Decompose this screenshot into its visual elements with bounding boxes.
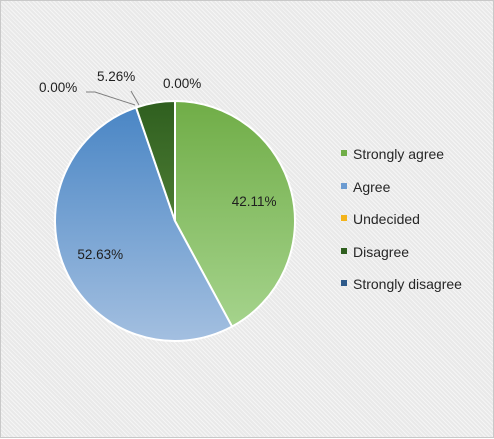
leader-line-undecided [86,91,136,106]
legend-item-strongly-agree: Strongly agree [335,144,485,177]
data-label-agree: 52.63% [77,247,123,262]
legend-label: Undecided [353,211,420,227]
data-label-strongly-disagree: 0.00% [163,76,201,91]
chart-legend: Strongly agree Agree Undecided Disagree … [335,144,485,307]
legend-label: Strongly disagree [353,276,462,292]
pie-slice-disagree [134,99,176,222]
legend-item-strongly-disagree: Strongly disagree [335,274,485,307]
leader-line-disagree [130,90,140,106]
legend-swatch [341,215,347,221]
pie-slice-agree [54,106,234,342]
legend-label: Disagree [353,243,410,260]
legend-swatch [341,280,347,286]
data-label-undecided: 0.00% [39,80,77,95]
data-label-strongly-agree: 42.11% [232,194,277,209]
legend-swatch [341,182,347,189]
legend-item-agree: Agree [335,177,485,210]
pie-slice-strongly-agree [174,99,296,328]
data-label-disagree: 5.26% [97,69,135,84]
legend-swatch [341,247,347,254]
legend-swatch [341,150,347,156]
legend-label: Agree [353,178,391,195]
legend-item-disagree: Disagree [335,242,485,275]
legend-label: Strongly agree [353,146,445,162]
legend-item-undecided: Undecided [335,209,485,242]
